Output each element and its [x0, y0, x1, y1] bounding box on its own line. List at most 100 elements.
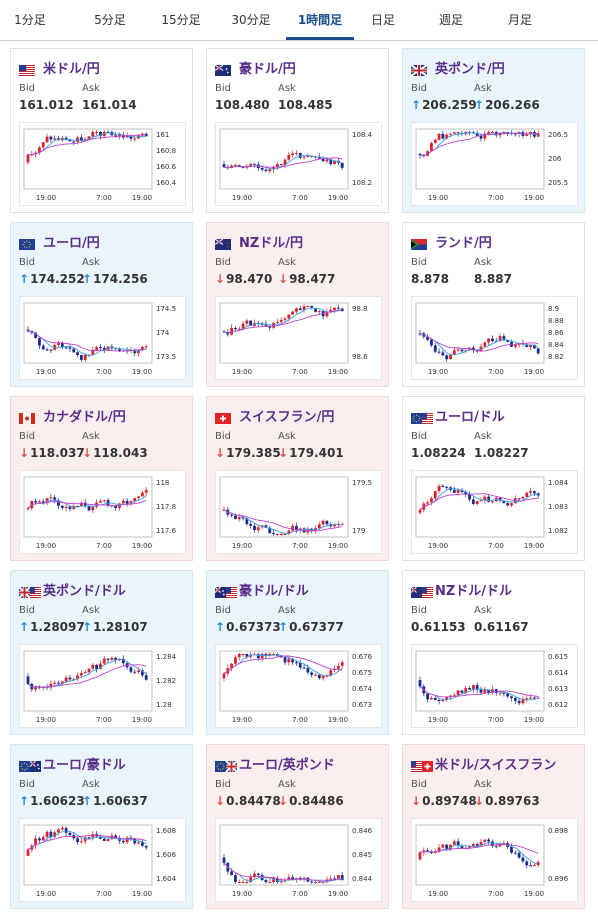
- pair-name[interactable]: NZドル/ドル: [435, 584, 513, 599]
- ma-short-line: [27, 330, 147, 356]
- ma-short-line: [419, 132, 539, 156]
- x-tick-label: 19:00: [428, 194, 448, 202]
- candle-body: [45, 831, 49, 838]
- candle-body: [26, 154, 30, 163]
- tab-5[interactable]: 日足: [370, 13, 395, 27]
- candle-body: [68, 677, 72, 680]
- price-chart[interactable]: 118 117.8 117.6 19:00 7:00 19:00: [19, 470, 186, 554]
- currency-card[interactable]: 米ドル/スイスフラン Bid Ask ↓0.89748 ↓0.89763 0.8…: [402, 744, 585, 909]
- pair-name[interactable]: 米ドル/円: [43, 62, 100, 77]
- candlestick-chart: 161 160.8 160.6 160.4 19:00 7:00 19:00: [23, 128, 177, 202]
- candle-body: [45, 498, 49, 504]
- candle-body: [99, 500, 102, 503]
- pair-name[interactable]: 豪ドル/円: [239, 62, 296, 77]
- tab-1[interactable]: 5分足: [94, 13, 126, 27]
- candle-body: [329, 309, 333, 312]
- currency-card[interactable]: 豪ドル/円 Bid Ask 108.480 108.485 108.4 108.2…: [206, 48, 389, 213]
- candle-body: [513, 852, 517, 854]
- currency-card[interactable]: スイスフラン/円 Bid Ask ↓179.385 ↓179.401 179.5…: [206, 396, 389, 561]
- pair-name[interactable]: 英ポンド/ドル: [43, 584, 126, 599]
- candle-body: [95, 347, 99, 351]
- tab-4[interactable]: 1時間足: [286, 0, 354, 40]
- ask-label: Ask: [278, 257, 296, 268]
- candle-body: [483, 496, 487, 501]
- pair-name[interactable]: ユーロ/円: [43, 236, 100, 251]
- x-tick-label: 7:00: [96, 890, 112, 898]
- candle-body: [283, 534, 287, 535]
- currency-card[interactable]: 英ポンド/ドル Bid Ask ↑1.28097 ↑1.28107 1.284 1…: [10, 570, 193, 735]
- tab-0[interactable]: 1分足: [14, 13, 46, 27]
- candle-body: [95, 664, 99, 670]
- candle-body: [437, 700, 441, 702]
- candle-body: [483, 342, 487, 347]
- pair-name[interactable]: 米ドル/スイスフラン: [435, 758, 557, 773]
- candle-body: [279, 164, 283, 166]
- currency-card[interactable]: ランド/円 Bid Ask 8.878 8.887 8.9 8.88 8.86 8.8…: [402, 222, 585, 387]
- price-chart[interactable]: 1.084 1.083 1.082 19:00 7:00 19:00: [411, 470, 578, 554]
- price-chart[interactable]: 108.4 108.2 19:00 7:00 19:00: [215, 122, 382, 206]
- x-tick-label: 7:00: [96, 716, 112, 724]
- candle-body: [57, 342, 60, 345]
- tab-6[interactable]: 週足: [438, 13, 463, 27]
- currency-card[interactable]: 豪ドル/ドル Bid Ask ↑0.67373 ↑0.67377 0.676 0.…: [206, 570, 389, 735]
- price-chart[interactable]: 1.608 1.606 1.604 19:00 7:00 19:00: [19, 818, 186, 902]
- price-chart[interactable]: 0.615 0.614 0.613 0.612 19:00 7:00 19:00: [411, 644, 578, 728]
- candle-body: [517, 852, 521, 858]
- bid-label: Bid: [411, 779, 427, 790]
- candle-body: [483, 133, 487, 139]
- pair-name[interactable]: ユーロ/豪ドル: [43, 758, 126, 773]
- candle-body: [430, 498, 433, 503]
- up-arrow-icon: ↑: [19, 272, 30, 286]
- price-chart[interactable]: 0.898 0.896 19:00 7:00 19:00: [411, 818, 578, 902]
- currency-card[interactable]: ユーロ/円 Bid Ask ↑174.252 ↑174.256 174.5 174…: [10, 222, 193, 387]
- currency-card[interactable]: ユーロ/英ポンド Bid Ask ↓0.84478 ↓0.84486 0.846…: [206, 744, 389, 909]
- down-arrow-icon: ↓: [215, 794, 226, 808]
- price-chart[interactable]: 1.284 1.282 1.28 19:00 7:00 19:00: [19, 644, 186, 728]
- pair-name[interactable]: カナダドル/円: [43, 410, 126, 425]
- pair-name[interactable]: ユーロ/英ポンド: [239, 758, 335, 773]
- currency-card[interactable]: ユーロ/ドル Bid Ask 1.08224 1.08227 1.084 1.08…: [402, 396, 585, 561]
- pair-name[interactable]: スイスフラン/円: [239, 410, 335, 425]
- tab-3[interactable]: 30分足: [231, 13, 271, 27]
- candle-body: [41, 501, 45, 504]
- tab-2[interactable]: 15分足: [161, 13, 201, 27]
- candle-body: [230, 871, 234, 876]
- price-chart[interactable]: 8.9 8.88 8.86 8.84 8.82 19:00 7:00 19:00: [411, 296, 578, 380]
- candle-body: [38, 147, 41, 153]
- price-chart[interactable]: 161 160.8 160.6 160.4 19:00 7:00 19:00: [19, 122, 186, 206]
- candle-body: [445, 844, 449, 850]
- candle-body: [249, 320, 253, 326]
- pair-name[interactable]: 豪ドル/ドル: [239, 584, 309, 599]
- ask-value: ↓0.84486: [278, 794, 344, 808]
- currency-card[interactable]: NZドル/円 Bid Ask ↓98.470 ↓98.477 98.8 98.6 1…: [206, 222, 389, 387]
- currency-card[interactable]: ユーロ/豪ドル Bid Ask ↑1.60623 ↑1.60637 1.608 1…: [10, 744, 193, 909]
- currency-card[interactable]: NZドル/ドル Bid Ask 0.61153 0.61167 0.615 0.6…: [402, 570, 585, 735]
- pair-name[interactable]: ユーロ/ドル: [435, 410, 505, 425]
- candle-body: [441, 352, 445, 356]
- candle-body: [114, 835, 118, 839]
- tab-7[interactable]: 月足: [507, 13, 532, 27]
- candle-body: [268, 169, 272, 172]
- ma-short-line: [419, 686, 539, 701]
- price-chart[interactable]: 174.5 174 173.5 19:00 7:00 19:00: [19, 296, 186, 380]
- pair-name[interactable]: 英ポンド/円: [435, 62, 505, 77]
- candle-body: [426, 693, 430, 700]
- flag-icon: [19, 61, 35, 76]
- candle-body: [517, 700, 521, 704]
- currency-card[interactable]: カナダドル/円 Bid Ask ↓118.037 ↓118.043 118 117…: [10, 396, 193, 561]
- candle-body: [329, 159, 333, 165]
- pair-name[interactable]: NZドル/円: [239, 236, 304, 251]
- y-tick-label: 174.5: [156, 305, 176, 313]
- candle-body: [491, 132, 494, 133]
- pair-name[interactable]: ランド/円: [435, 236, 492, 251]
- y-tick-label: 160.4: [156, 179, 177, 187]
- ask-value: 0.61167: [474, 620, 529, 634]
- currency-card[interactable]: 英ポンド/円 Bid Ask ↑206.259 ↑206.266 206.5 20…: [402, 48, 585, 213]
- price-chart[interactable]: 0.846 0.845 0.844 19:00 7:00 19:00: [215, 818, 382, 902]
- price-chart[interactable]: 98.8 98.6 19:00 7:00 19:00: [215, 296, 382, 380]
- y-tick-label: 0.898: [548, 827, 568, 835]
- currency-card[interactable]: 米ドル/円 Bid Ask 161.012 161.014 161 160.8 16…: [10, 48, 193, 213]
- price-chart[interactable]: 206.5 206 205.5 19:00 7:00 19:00: [411, 122, 578, 206]
- price-chart[interactable]: 179.5 179 19:00 7:00 19:00: [215, 470, 382, 554]
- price-chart[interactable]: 0.676 0.675 0.674 0.673 19:00 7:00 19:00: [215, 644, 382, 728]
